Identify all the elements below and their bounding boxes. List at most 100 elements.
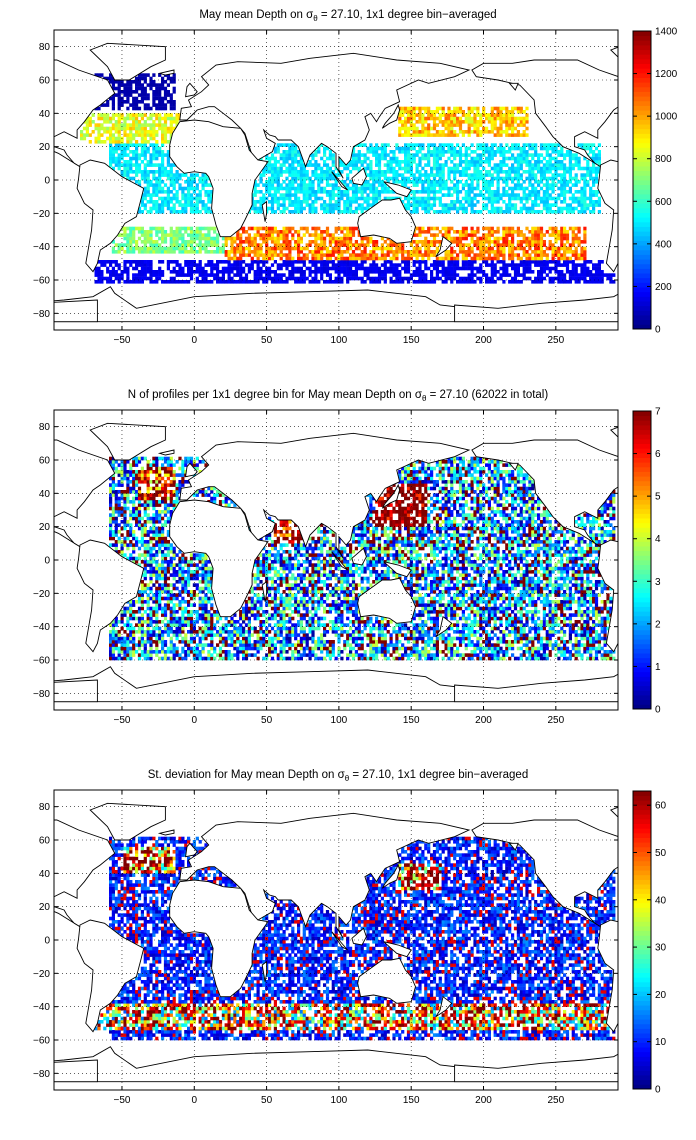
data-cell (161, 236, 165, 241)
data-cell (525, 106, 529, 111)
data-cell (589, 170, 593, 174)
data-cell (369, 263, 373, 267)
data-cell (574, 156, 578, 161)
data-cell (551, 180, 555, 184)
data-cell (490, 263, 494, 267)
data-cell (299, 166, 303, 171)
colorbar-tick-label: 400 (655, 239, 672, 250)
colorbar-segment (633, 305, 651, 311)
data-cell (210, 236, 214, 241)
data-cell (158, 203, 162, 207)
data-cell (586, 260, 590, 264)
colorbar-segment (633, 249, 651, 255)
data-cell (499, 656, 503, 661)
data-cell (412, 130, 416, 134)
data-cell (392, 190, 396, 194)
data-cell (516, 146, 520, 151)
data-cell (551, 166, 555, 171)
data-cell (404, 160, 408, 164)
data-cell (516, 123, 520, 127)
data-cell (380, 270, 384, 274)
data-cell (458, 233, 463, 237)
data-cell (372, 656, 376, 661)
data-cell (126, 146, 130, 151)
data-cell (441, 133, 445, 137)
data-cell (239, 256, 243, 261)
data-cell (412, 106, 416, 111)
data-cell (299, 250, 303, 254)
data-cell (398, 116, 402, 121)
data-cell (421, 230, 425, 234)
data-cell (308, 656, 312, 661)
data-cell (239, 273, 243, 277)
data-cell (146, 163, 150, 167)
data-cell (467, 163, 471, 167)
data-cell (427, 203, 431, 207)
data-cell (571, 163, 575, 167)
data-cell (594, 263, 599, 267)
data-cell (450, 276, 454, 281)
data-cell (308, 196, 312, 201)
data-cell (337, 190, 341, 194)
data-cell (490, 156, 494, 161)
data-cell (513, 656, 518, 661)
data-cell (560, 186, 564, 191)
data-cell (109, 273, 113, 277)
data-cell (583, 280, 587, 284)
data-cell (392, 280, 396, 284)
data-cell (207, 243, 211, 247)
data-cell (314, 240, 318, 244)
data-cell (169, 76, 173, 81)
data-cell (216, 270, 220, 274)
data-cell (441, 193, 445, 197)
data-cell (262, 263, 266, 267)
data-cell (487, 200, 491, 204)
data-cell (94, 126, 98, 131)
data-cell (349, 203, 353, 207)
data-cell (539, 226, 544, 231)
data-cell (360, 186, 364, 191)
data-cell (114, 656, 118, 661)
data-cell (496, 106, 500, 111)
data-cell (351, 276, 356, 281)
data-cell (85, 126, 89, 131)
data-cell (476, 183, 480, 187)
data-cell (511, 110, 515, 114)
data-cell (380, 256, 384, 261)
data-cell (537, 226, 541, 231)
data-cell (551, 233, 555, 237)
data-cell (551, 246, 555, 251)
data-cell (406, 206, 411, 211)
data-cell (181, 236, 185, 241)
data-cell (496, 253, 500, 257)
data-cell (111, 106, 115, 111)
data-cell (519, 186, 523, 191)
data-cell (531, 156, 535, 161)
data-cell (464, 150, 468, 154)
data-cell (502, 160, 506, 164)
data-cell (320, 206, 324, 211)
data-cell (192, 233, 196, 237)
data-cell (363, 153, 367, 157)
data-cell (375, 276, 379, 281)
data-cell (297, 173, 301, 177)
data-cell (542, 233, 546, 237)
data-cell (505, 193, 509, 197)
data-cell (100, 103, 104, 107)
data-cell (545, 153, 549, 157)
data-cell (548, 243, 552, 247)
colorbar-segment (633, 54, 651, 60)
data-cell (557, 270, 561, 274)
data-cell (505, 263, 509, 267)
data-cell (137, 73, 142, 77)
data-cell (539, 210, 544, 214)
data-cell (513, 170, 518, 174)
data-cell (230, 270, 234, 274)
colorbar-segment (633, 221, 651, 227)
data-cell (539, 166, 544, 171)
data-cell (542, 206, 546, 211)
data-cell (571, 166, 575, 171)
data-cell (305, 196, 309, 201)
data-cell (571, 243, 575, 247)
data-cell (519, 120, 523, 124)
